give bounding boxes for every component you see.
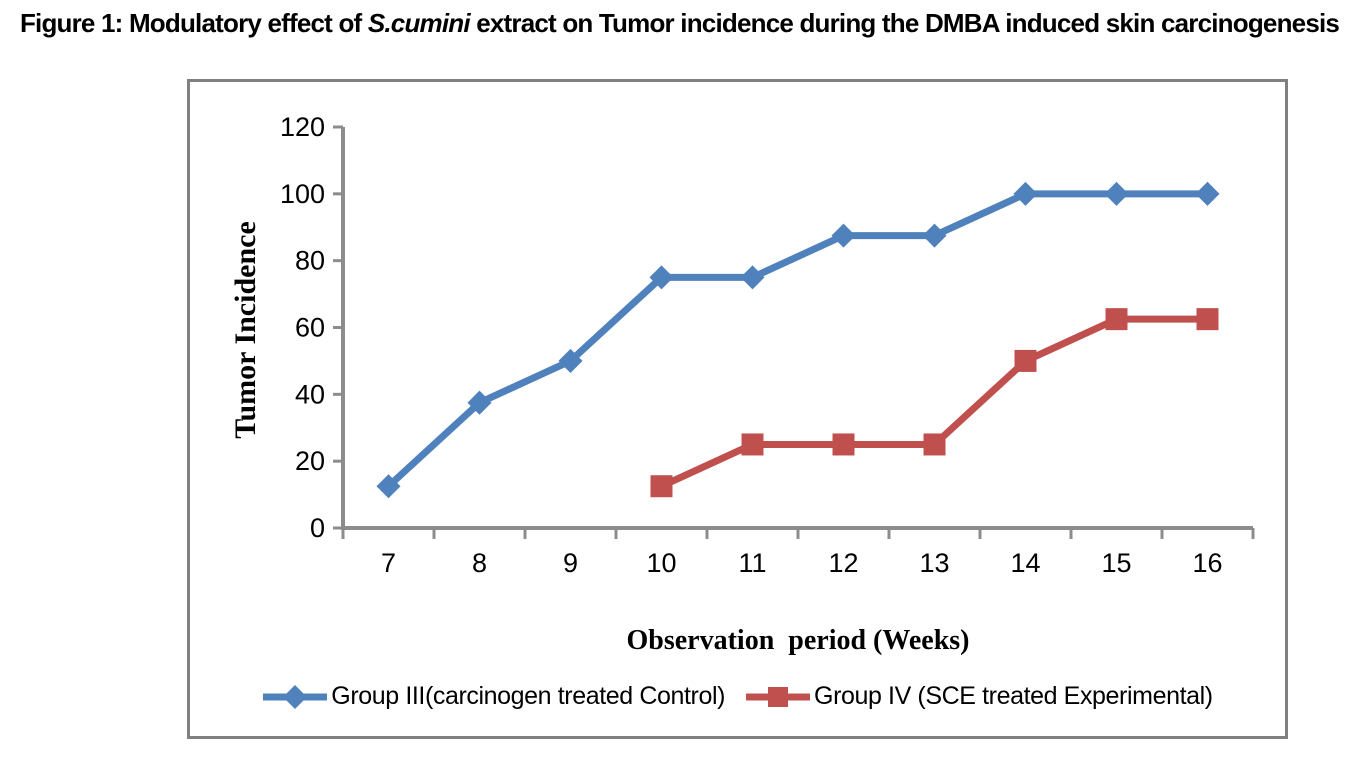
svg-text:120: 120 xyxy=(280,112,325,142)
legend: Group III(carcinogen treated Control) Gr… xyxy=(190,682,1285,711)
svg-text:15: 15 xyxy=(1101,548,1131,578)
svg-text:0: 0 xyxy=(310,513,325,543)
caption-prefix: Figure 1: Modulatory effect of xyxy=(19,8,368,38)
svg-text:11: 11 xyxy=(738,548,766,578)
svg-text:12: 12 xyxy=(828,548,858,578)
svg-text:60: 60 xyxy=(295,313,325,343)
svg-text:13: 13 xyxy=(919,548,949,578)
chart-area: 0 20 40 60 80 100 120 7 8 9 10 11 12 13 14 15 16 Tumor I… xyxy=(187,79,1288,739)
legend-label-group-iii: Group III(carcinogen treated Control) xyxy=(331,682,726,710)
svg-text:8: 8 xyxy=(472,548,487,578)
legend-label-group-iv: Group IV (SCE treated Experimental) xyxy=(814,682,1213,710)
svg-text:10: 10 xyxy=(646,548,676,578)
x-axis-title: Observation period (Weeks) xyxy=(626,625,970,656)
svg-text:7: 7 xyxy=(381,548,396,578)
legend-item-group-iii: Group III(carcinogen treated Control) xyxy=(262,682,725,711)
svg-text:16: 16 xyxy=(1192,548,1222,578)
caption-species-name: S.cumini xyxy=(367,8,471,38)
svg-text:20: 20 xyxy=(295,446,325,476)
line-chart-plot: 0 20 40 60 80 100 120 7 8 9 10 11 12 13 14 15 16 xyxy=(280,112,1255,578)
svg-text:100: 100 xyxy=(280,179,325,209)
legend-marker-diamond-icon xyxy=(263,684,328,709)
legend-marker-square-icon xyxy=(746,686,811,707)
legend-item-group-iv: Group IV (SCE treated Experimental) xyxy=(745,682,1213,711)
y-axis-title: Tumor Incidence xyxy=(229,221,262,439)
figure-caption: Figure 1: Modulatory effect of S.cumini … xyxy=(0,8,1359,39)
svg-text:80: 80 xyxy=(295,246,325,276)
svg-text:40: 40 xyxy=(295,379,325,409)
caption-suffix: extract on Tumor incidence during the DM… xyxy=(469,8,1340,38)
svg-text:14: 14 xyxy=(1010,548,1040,578)
svg-text:9: 9 xyxy=(563,548,578,578)
